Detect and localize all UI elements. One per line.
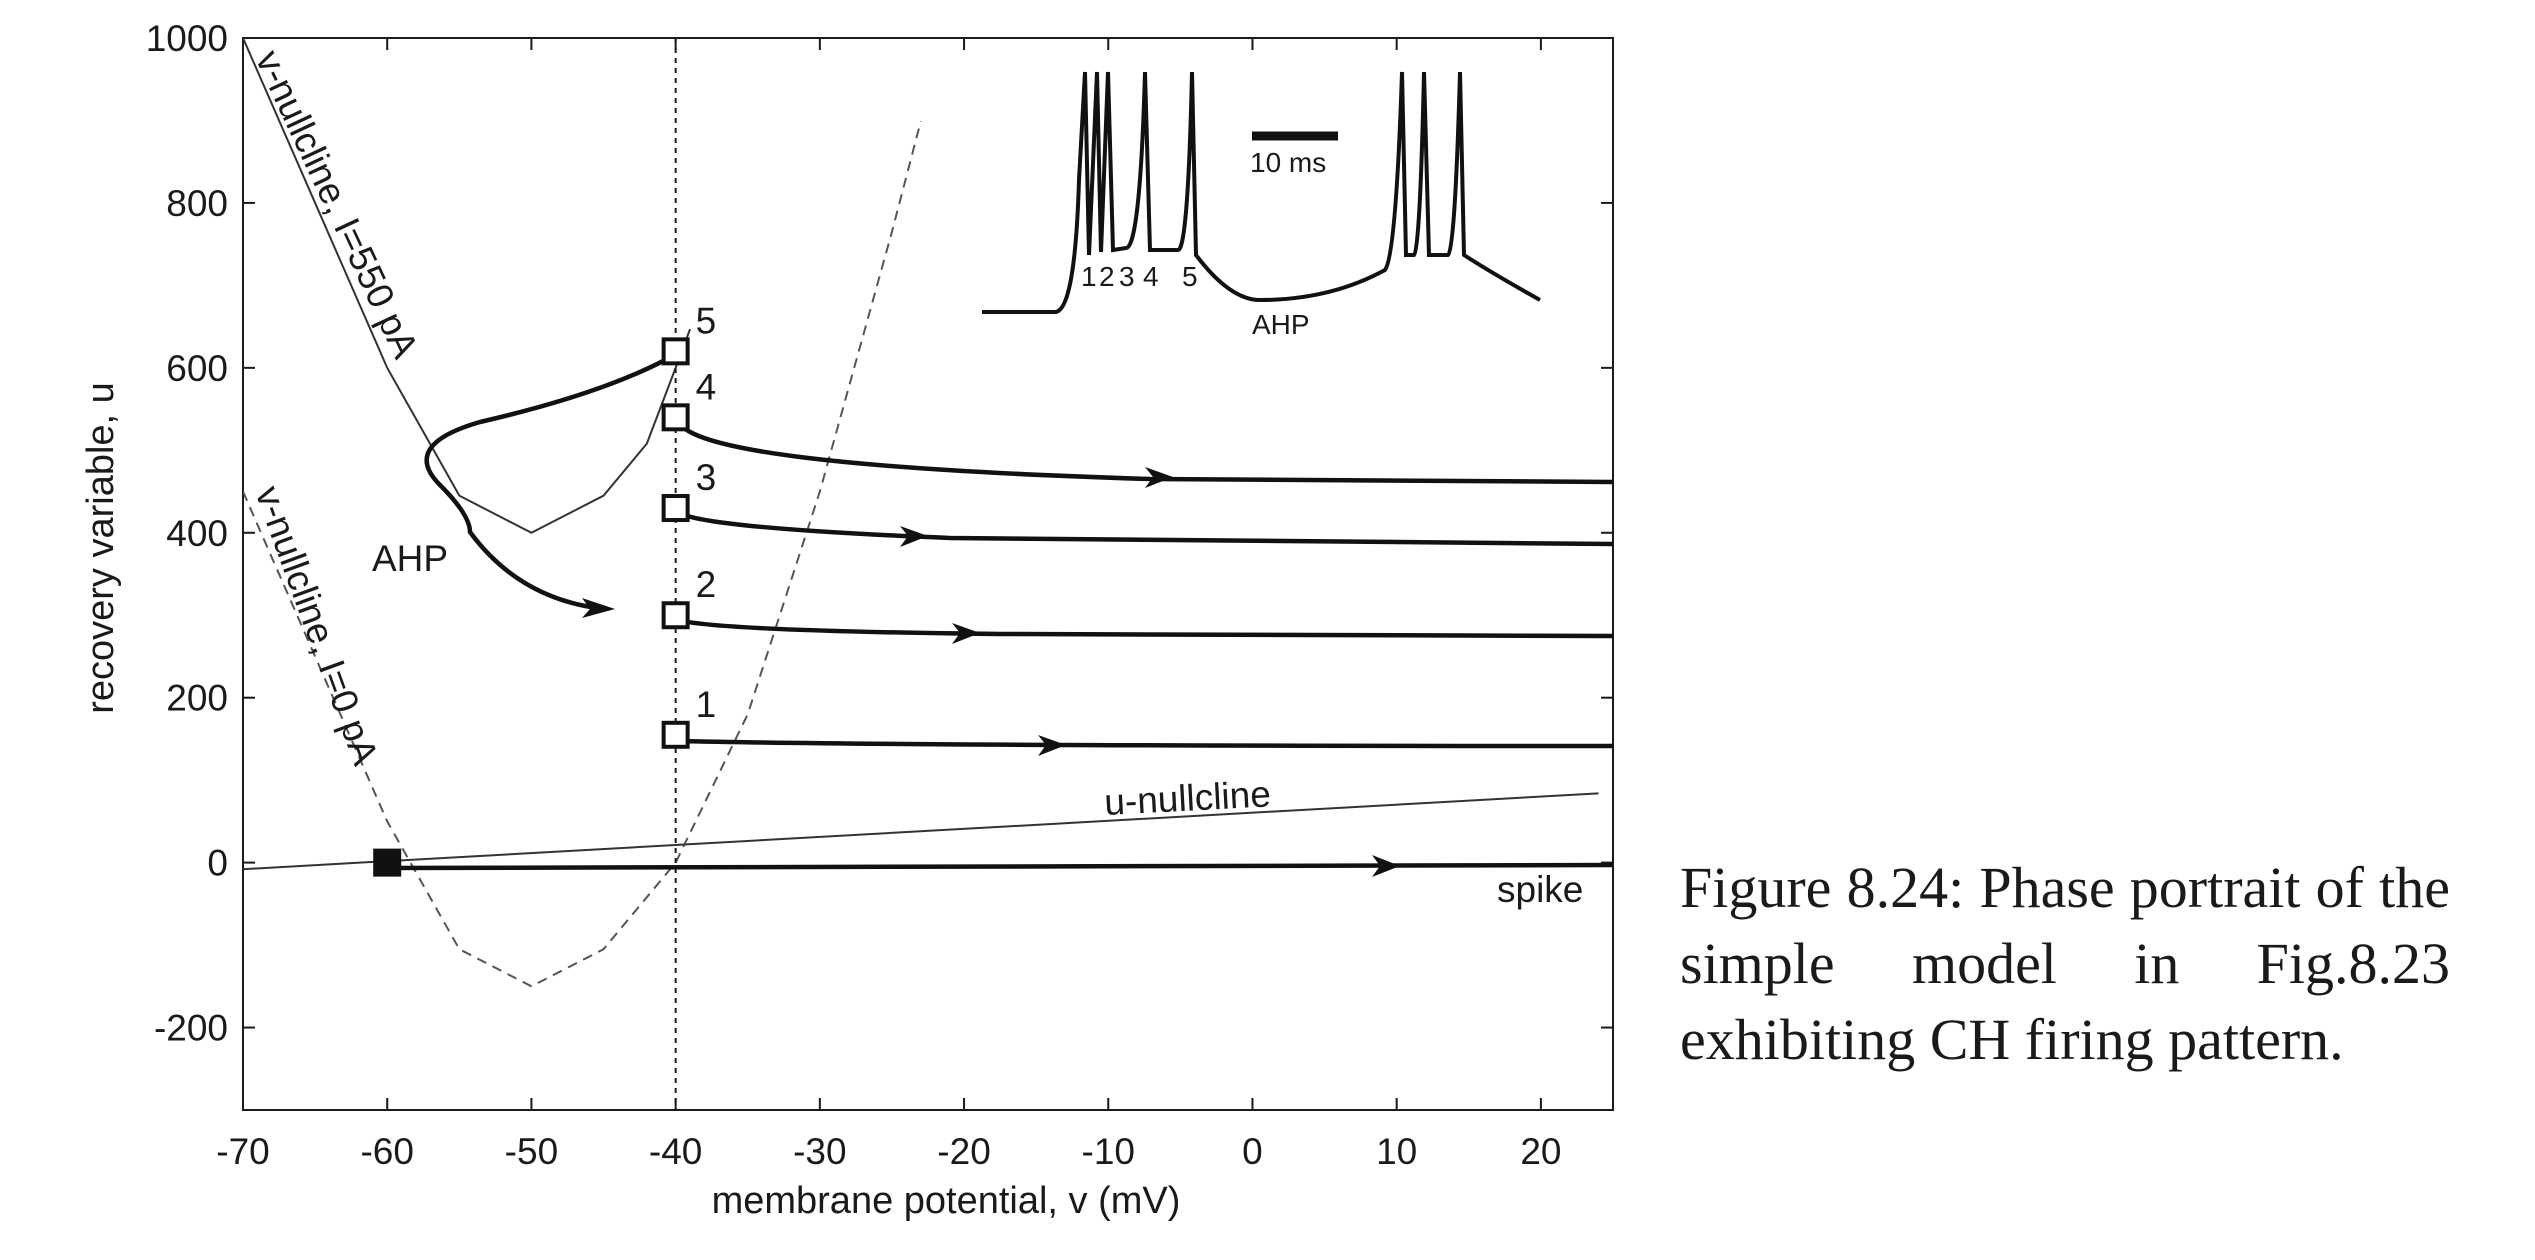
trajectory-arrowheads: [582, 467, 1400, 877]
reset-markers: 1 2 3 4 5: [661, 300, 717, 749]
y-axis-title: recovery variable, u: [80, 382, 122, 714]
x-tick-label: -60: [360, 1131, 413, 1172]
trajectory-spike: [384, 862, 1614, 871]
y-tick-label: -200: [154, 1008, 228, 1049]
trajectory-4: [675, 419, 1614, 485]
trajectories: [384, 351, 1614, 871]
inset-spike-label-4: 4: [1143, 261, 1159, 292]
reset-marker-label-3: 3: [696, 457, 717, 498]
arrowhead-3: [900, 526, 928, 547]
x-tick-label: -50: [505, 1131, 558, 1172]
x-tick-label: 10: [1376, 1131, 1417, 1172]
y-tick-label: 800: [166, 183, 228, 224]
y-tick-label: 400: [166, 513, 228, 554]
reset-marker-label-1: 1: [696, 684, 717, 725]
arrowhead-4: [1145, 467, 1173, 488]
inset-spike-label-3: 3: [1119, 261, 1135, 292]
axis-ticks: [242, 37, 1613, 1110]
trajectory-1: [677, 738, 1614, 749]
x-tick-label: -20: [937, 1131, 990, 1172]
series-u-nullcline: [243, 792, 1599, 871]
u-nullcline-label: u-nullcline: [1103, 773, 1272, 823]
nullcline-curves: [243, 38, 1599, 988]
y-tick-label: 600: [166, 348, 228, 389]
figure-caption: Figure 8.24: Phase portrait of the simpl…: [1680, 855, 2450, 1072]
inset-spike-label-5: 5: [1182, 261, 1198, 292]
inset-scale-bar-label: 10 ms: [1250, 147, 1326, 178]
reset-marker-3: [661, 494, 690, 523]
inset-trace: [982, 71, 1541, 314]
y-tick-label: 0: [207, 843, 228, 884]
inset-spike-label-2: 2: [1099, 261, 1115, 292]
v-nullcline-0-label: v-nullcline, I=0 pA: [247, 481, 386, 771]
reset-marker-label-5: 5: [696, 300, 717, 341]
x-tick-label: 20: [1520, 1131, 1561, 1172]
plot-frame: [242, 37, 1614, 1111]
y-tick-labels: -200 0 200 400 600 800 1000: [146, 18, 228, 1049]
series-v-nullcline-i-0-pa: [243, 121, 922, 988]
series-v-nullcline-i-550-pa: [243, 38, 691, 534]
reset-marker-1: [661, 720, 690, 749]
rest-point-marker: [373, 848, 402, 877]
arrowhead-2: [952, 623, 980, 644]
x-tick-label: -40: [649, 1131, 702, 1172]
x-tick-label: 0: [1242, 1131, 1263, 1172]
reset-marker-label-2: 2: [696, 564, 717, 605]
arrowhead-ahp: [582, 598, 615, 618]
ahp-label: AHP: [372, 538, 448, 579]
arrowhead-1: [1038, 735, 1066, 756]
inset-voltage-trace: 10 ms 1 2 3 4 5 AHP: [982, 71, 1541, 340]
x-tick-label: -10: [1082, 1131, 1135, 1172]
x-tick-label: -70: [216, 1131, 269, 1172]
trajectory-2: [677, 617, 1614, 639]
v-nullcline-550-label: v-nullcline, I=550 pA: [248, 44, 427, 365]
x-axis-title: membrane potential, v (mV): [712, 1180, 1181, 1222]
y-tick-label: 200: [166, 678, 228, 719]
spike-label: spike: [1497, 869, 1583, 910]
x-tick-label: -30: [793, 1131, 846, 1172]
reset-marker-5: [661, 337, 690, 366]
x-tick-labels: -70 -60 -50 -40 -30 -20 -10 0 10 20: [216, 1131, 1561, 1172]
reset-marker-4: [661, 403, 690, 432]
trajectory-ahp: [424, 351, 680, 612]
inset-spike-label-1: 1: [1081, 261, 1097, 292]
reset-marker-label-4: 4: [696, 366, 717, 407]
inset-ahp-label: AHP: [1252, 309, 1310, 340]
reset-marker-2: [661, 601, 690, 630]
trajectory-3: [676, 510, 1614, 547]
arrowhead-spike: [1372, 855, 1400, 877]
y-tick-label: 1000: [146, 18, 228, 59]
